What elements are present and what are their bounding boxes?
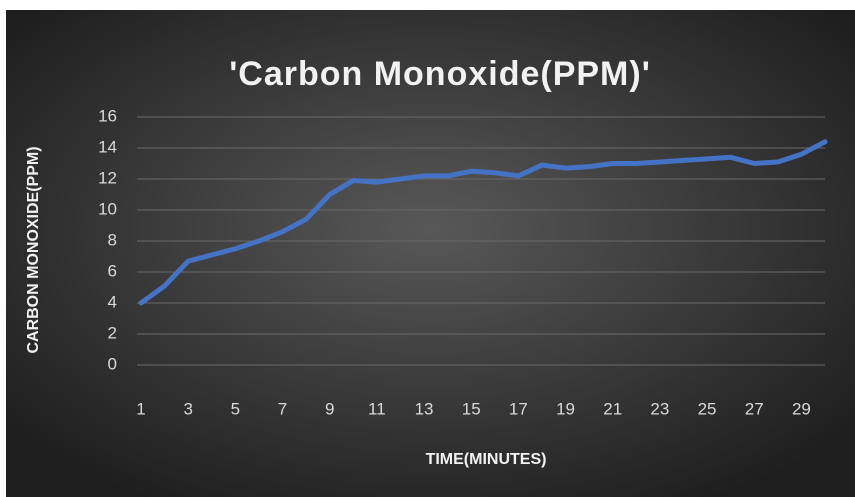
x-tick-label: 19 [556, 399, 575, 418]
x-tick-label: 5 [231, 399, 240, 418]
x-tick-label: 27 [745, 399, 764, 418]
x-tick-label: 7 [278, 399, 287, 418]
x-tick-label: 9 [325, 399, 334, 418]
y-tick-label: 8 [108, 230, 117, 249]
y-tick-label: 6 [108, 261, 117, 280]
y-tick-label: 4 [108, 292, 117, 311]
y-axis-label: CARBON MONOXIDE(PPM) [25, 146, 42, 353]
y-tick-label: 14 [98, 137, 117, 156]
x-axis-label: TIME(MINUTES) [426, 451, 547, 468]
y-tick-label: 10 [98, 199, 117, 218]
x-tick-label: 1 [136, 399, 145, 418]
chart-title: 'Carbon Monoxide(PPM)' [229, 55, 651, 93]
x-tick-label: 21 [603, 399, 622, 418]
x-tick-label: 11 [368, 399, 386, 418]
x-tick-label: 3 [183, 399, 192, 418]
y-tick-label: 2 [108, 323, 117, 342]
x-tick-label: 17 [509, 399, 528, 418]
x-tick-label: 25 [698, 399, 717, 418]
x-tick-label: 13 [415, 399, 434, 418]
y-tick-label: 0 [108, 354, 117, 373]
y-tick-label: 12 [98, 168, 117, 187]
x-tick-label: 23 [650, 399, 669, 418]
chart-background [6, 10, 855, 497]
data-line [138, 139, 828, 306]
x-tick-label: 29 [792, 399, 811, 418]
x-tick-label: 15 [462, 399, 481, 418]
y-tick-label: 16 [98, 106, 117, 125]
